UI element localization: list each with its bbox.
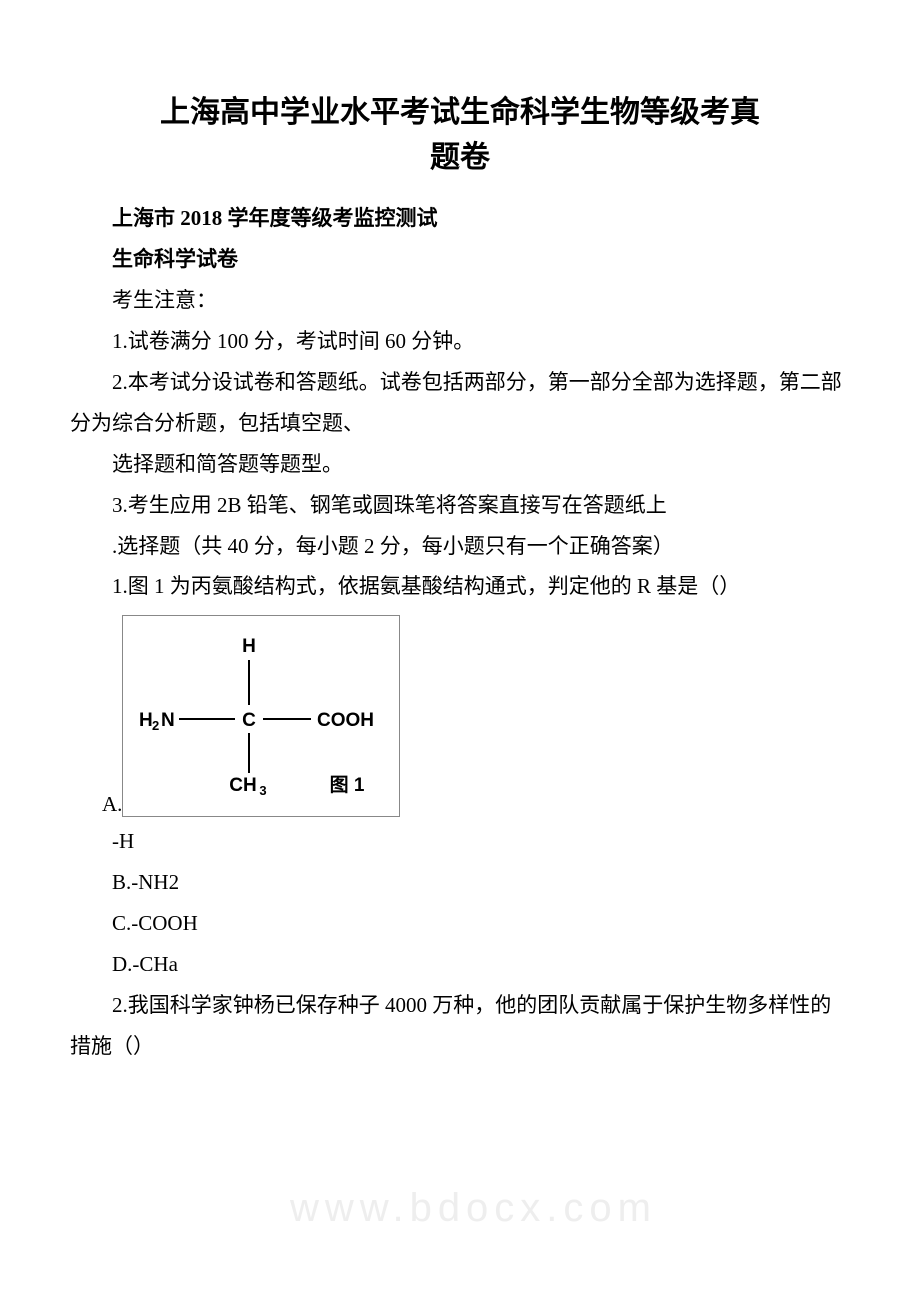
svg-text:H: H bbox=[243, 636, 257, 657]
svg-text:COOH: COOH bbox=[317, 710, 374, 731]
q1-figure-row: A. HCCH3H2NCOOH图 1 bbox=[102, 615, 850, 817]
title-line-1: 上海高中学业水平考试生命科学生物等级考真 bbox=[160, 96, 760, 129]
subheading-1: 上海市 2018 学年度等级考监控测试 bbox=[70, 198, 850, 239]
notice-2a-text: 2.本考试分设试卷和答题纸。试卷包括两部分，第一部分全部为选择题，第二部分为综合… bbox=[70, 370, 842, 435]
alanine-structure-figure: HCCH3H2NCOOH图 1 bbox=[131, 634, 381, 804]
q2-stem-text: 2.我国科学家钟杨已保存种子 4000 万种，他的团队贡献属于保护生物多样性的措… bbox=[70, 993, 831, 1058]
svg-text:CH: CH bbox=[230, 775, 257, 796]
subheading-2: 生命科学试卷 bbox=[70, 239, 850, 280]
notice-label: 考生注意： bbox=[70, 280, 850, 321]
q1-option-c: C.-COOH bbox=[70, 903, 850, 944]
svg-text:2: 2 bbox=[152, 718, 159, 733]
watermark: www.bdocx.com bbox=[290, 1186, 657, 1231]
q1-option-b: B.-NH2 bbox=[70, 862, 850, 903]
svg-text:3: 3 bbox=[260, 783, 267, 798]
q1-option-a-prefix: A. bbox=[102, 792, 122, 817]
notice-1: 1.试卷满分 100 分，考试时间 60 分钟。 bbox=[70, 321, 850, 362]
title-line-2: 题卷 bbox=[430, 141, 490, 174]
q1-option-a: -H bbox=[70, 821, 850, 862]
svg-text:H: H bbox=[139, 710, 153, 731]
notice-3: 3.考生应用 2B 铅笔、钢笔或圆珠笔将答案直接写在答题纸上 bbox=[70, 485, 850, 526]
svg-text:图 1: 图 1 bbox=[330, 774, 365, 796]
svg-text:N: N bbox=[161, 710, 175, 731]
svg-text:C: C bbox=[243, 710, 257, 731]
q1-stem: 1.图 1 为丙氨酸结构式，依据氨基酸结构通式，判定他的 R 基是（） bbox=[70, 566, 850, 607]
q1-figure-box: HCCH3H2NCOOH图 1 bbox=[122, 615, 400, 817]
q2-stem: 2.我国科学家钟杨已保存种子 4000 万种，他的团队贡献属于保护生物多样性的措… bbox=[70, 985, 850, 1067]
notice-2b: 选择题和简答题等题型。 bbox=[70, 444, 850, 485]
q1-stem-text: 1.图 1 为丙氨酸结构式，依据氨基酸结构通式，判定他的 R 基是（） bbox=[112, 574, 740, 598]
q1-option-d: D.-CHa bbox=[70, 944, 850, 985]
section-header: .选择题（共 40 分，每小题 2 分，每小题只有一个正确答案） bbox=[70, 526, 850, 567]
document-title: 上海高中学业水平考试生命科学生物等级考真 题卷 bbox=[70, 90, 850, 180]
notice-2a: 2.本考试分设试卷和答题纸。试卷包括两部分，第一部分全部为选择题，第二部分为综合… bbox=[70, 362, 850, 444]
